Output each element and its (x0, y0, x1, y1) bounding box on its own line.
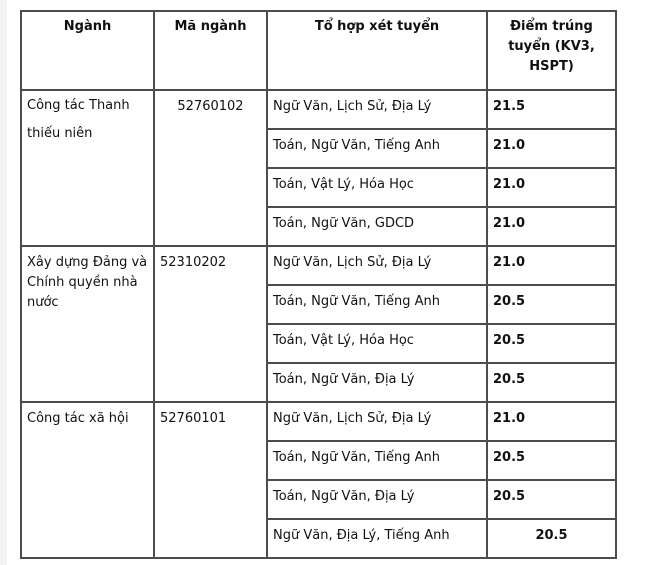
combination: Ngữ Văn, Lịch Sử, Địa Lý (266, 89, 488, 130)
combination: Toán, Vật Lý, Hóa Học (266, 167, 488, 208)
combination: Toán, Ngữ Văn, Địa Lý (266, 479, 488, 520)
header-code: Mã ngành (153, 10, 268, 91)
score: 20.5 (486, 284, 617, 325)
score: 21.5 (486, 89, 617, 130)
combination: Ngữ Văn, Lịch Sử, Địa Lý (266, 401, 488, 442)
combination: Ngữ Văn, Địa Lý, Tiếng Anh (266, 518, 488, 559)
table-row: Toán, Vật Lý, Hóa Học 21.0 (21, 167, 617, 208)
table-row: Toán, Ngữ Văn, Địa Lý 20.5 (21, 479, 617, 520)
score: 20.5 (486, 518, 617, 559)
score: 21.0 (486, 167, 617, 208)
combination: Ngữ Văn, Lịch Sử, Địa Lý (266, 245, 488, 286)
score: 21.0 (486, 245, 617, 286)
table-row: Công tác Thanh thiếu niên 52760102 Ngữ V… (20, 89, 617, 247)
major-name: Công tác Thanh thiếu niên (20, 89, 155, 247)
score: 20.5 (486, 440, 617, 481)
table-row: Xây dựng Đảng và Chính quyền nhà nước 52… (20, 245, 617, 403)
combination: Toán, Ngữ Văn, Tiếng Anh (266, 284, 488, 325)
combination: Toán, Ngữ Văn, GDCD (266, 206, 488, 247)
score: 20.5 (486, 362, 617, 403)
major-code: 52760102 (153, 89, 268, 247)
major-code: 52310202 (153, 245, 268, 403)
major-code: 52760101 (153, 401, 268, 559)
table-row: Toán, Vật Lý, Hóa Học 20.5 (21, 323, 617, 364)
score: 21.0 (486, 401, 617, 442)
page-side-strip (0, 0, 7, 565)
score: 21.0 (486, 206, 617, 247)
header-combination: Tổ hợp xét tuyển (266, 10, 488, 91)
table-row: Công tác xã hội 52760101 Ngữ Văn, Lịch S… (20, 401, 617, 559)
score: 20.5 (486, 479, 617, 520)
header-major: Ngành (20, 10, 155, 91)
combination: Toán, Vật Lý, Hóa Học (266, 323, 488, 364)
combination: Toán, Ngữ Văn, Tiếng Anh (266, 440, 488, 481)
table-row: Toán, Ngữ Văn, Tiếng Anh 20.5 (21, 284, 617, 325)
table-row: Toán, Ngữ Văn, Tiếng Anh 20.5 (21, 440, 617, 481)
combination: Toán, Ngữ Văn, Tiếng Anh (266, 128, 488, 169)
table-row: Toán, Ngữ Văn, GDCD 21.0 (21, 206, 617, 247)
header-score: Điểm trúng tuyển (KV3, HSPT) (486, 10, 617, 91)
table-row: Toán, Ngữ Văn, Tiếng Anh 21.0 (21, 128, 617, 169)
table-row: Toán, Ngữ Văn, Địa Lý 20.5 (21, 362, 617, 403)
score: 21.0 (486, 128, 617, 169)
score: 20.5 (486, 323, 617, 364)
table-row: Ngữ Văn, Địa Lý, Tiếng Anh 20.5 (21, 518, 617, 559)
table-header-row: Ngành Mã ngành Tổ hợp xét tuyển Điểm trú… (20, 10, 617, 91)
major-name: Công tác xã hội (20, 401, 155, 559)
combination: Toán, Ngữ Văn, Địa Lý (266, 362, 488, 403)
admission-scores-table: Ngành Mã ngành Tổ hợp xét tuyển Điểm trú… (20, 10, 617, 559)
major-name: Xây dựng Đảng và Chính quyền nhà nước (20, 245, 155, 403)
